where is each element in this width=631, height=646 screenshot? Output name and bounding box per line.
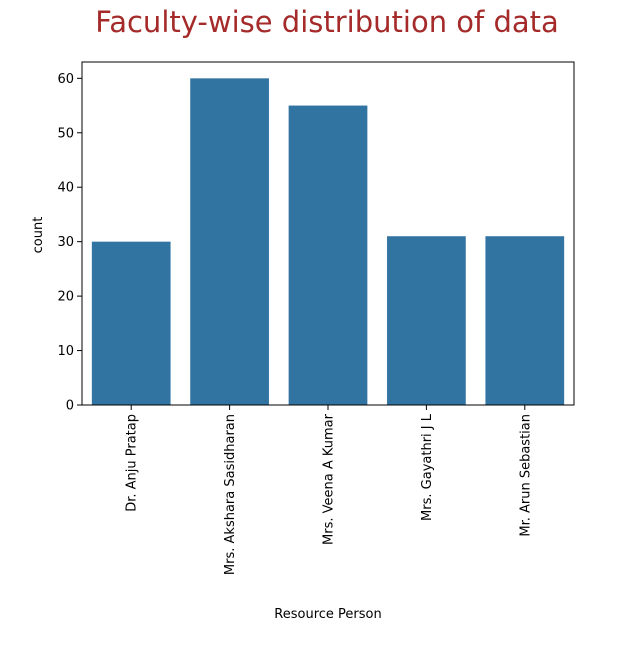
x-tick-label: Mrs. Veena A Kumar <box>322 413 337 545</box>
bar <box>485 236 565 405</box>
bar <box>190 78 269 405</box>
y-tick-label: 30 <box>57 235 74 250</box>
y-tick-label: 40 <box>57 181 74 196</box>
x-tick-label: Dr. Anju Pratap <box>125 414 140 512</box>
plot-area: 0 10 20 30 40 50 60 Dr. Anju Pratap Mrs. Akshara… <box>57 61 575 575</box>
x-tick-label: Mr. Arun Sebastian <box>518 414 533 537</box>
y-tick-label: 60 <box>57 72 74 87</box>
bar <box>288 105 368 405</box>
y-tick-label: 20 <box>57 290 74 305</box>
y-tick-label: 10 <box>57 344 74 359</box>
bar <box>91 241 171 405</box>
y-tick-label: 0 <box>66 399 74 414</box>
chart-title: Faculty-wise distribution of data <box>95 5 559 39</box>
y-tick-label: 50 <box>57 126 74 141</box>
x-tick-label: Mrs. Akshara Sasidharan <box>223 414 238 575</box>
bar <box>387 236 466 405</box>
x-tick-label: Mrs. Gayathri J L <box>420 413 435 521</box>
y-axis-label: count <box>31 217 46 254</box>
x-axis-label: Resource Person <box>274 607 381 622</box>
